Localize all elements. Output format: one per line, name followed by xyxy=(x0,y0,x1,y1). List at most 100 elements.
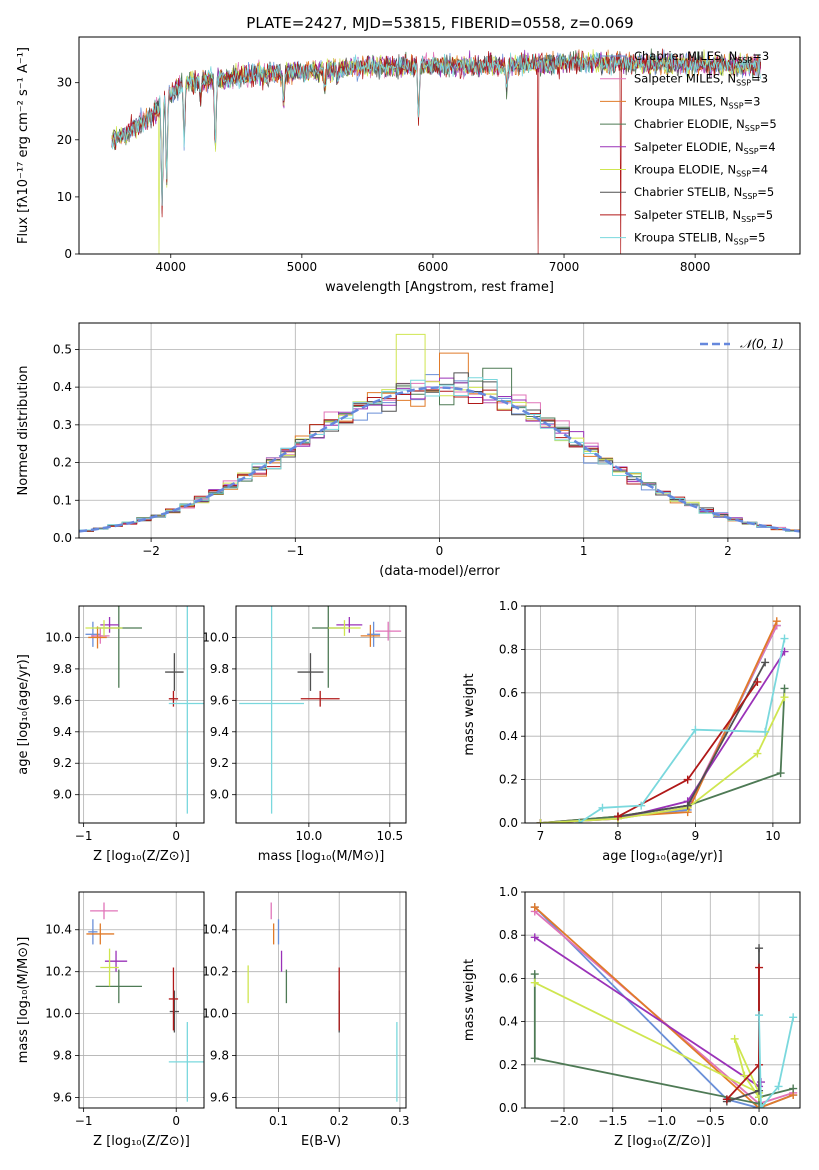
x-tick-label: 8 xyxy=(614,829,622,843)
x-tick-label: 5000 xyxy=(287,260,318,274)
errorbar-salpeter_miles xyxy=(91,628,110,644)
y-tick-label: 20 xyxy=(57,133,72,147)
y-tick-label: 9.6 xyxy=(53,693,72,707)
x-axis-label: age [log₁₀(age/yr)] xyxy=(602,849,723,864)
errorbar-chabrier_stelib xyxy=(169,990,179,1033)
axes-frame xyxy=(524,605,801,824)
y-tick-label: 1.0 xyxy=(499,885,518,899)
x-tick-label: 0.3 xyxy=(390,1114,409,1128)
weight-marker-chabrier_elodie xyxy=(789,1084,798,1093)
axes-frame xyxy=(78,605,205,824)
weight-marker-chabrier_stelib xyxy=(755,1086,764,1095)
weight-marker-chabrier_elodie xyxy=(780,684,789,693)
y-tick-label: 9.2 xyxy=(210,756,229,770)
legend-label-chabrier_stelib: Chabrier STELIB, NSSP=5 xyxy=(634,185,774,201)
x-tick-label: 8000 xyxy=(680,260,711,274)
y-tick-label: 1.0 xyxy=(499,599,518,613)
x-axis-label: wavelength [Angstrom, rest frame] xyxy=(325,280,554,295)
weight-line-chabrier_stelib xyxy=(617,661,766,818)
x-tick-label: −1.0 xyxy=(647,1114,676,1128)
y-tick-label: 9.8 xyxy=(210,662,229,676)
legend-label-chabrier_elodie: Chabrier ELODIE, NSSP=5 xyxy=(634,117,777,133)
y-tick-label: 9.8 xyxy=(210,1049,229,1063)
weight-line-kroupa_stelib xyxy=(578,638,786,823)
y-tick-label: 9.6 xyxy=(53,1091,72,1105)
normal-curve xyxy=(79,386,800,533)
x-tick-label: 0 xyxy=(172,1114,180,1128)
weight-marker-kroupa_miles xyxy=(530,903,539,912)
y-axis-label: Flux [fλ10⁻¹⁷ erg cm⁻² s⁻¹ A⁻¹] xyxy=(16,47,31,244)
x-tick-label: 10 xyxy=(765,829,780,843)
weight-marker-kroupa_stelib xyxy=(637,801,646,810)
legend-label-chabrier_miles: Chabrier MILES, NSSP=3 xyxy=(634,49,769,65)
weight-line-kroupa_elodie xyxy=(534,981,761,1098)
weight-marker-kroupa_miles xyxy=(772,617,781,626)
weight-marker-kroupa_elodie xyxy=(780,693,789,702)
x-axis-label: (data-model)/error xyxy=(379,564,500,579)
weight-marker-chabrier_elodie xyxy=(776,769,785,778)
x-tick-label: 4000 xyxy=(155,260,186,274)
residuals-panel: −2 −1 0 1 2 0.0 0.1 0.2 0.3 0.4 0.5 (data-model)/er… xyxy=(16,322,801,579)
weight-line-salpeter_elodie xyxy=(534,936,762,1088)
errorbar-kroupa_elodie xyxy=(100,948,119,987)
y-tick-label: 9.8 xyxy=(53,662,72,676)
y-tick-label: 0.4 xyxy=(499,729,518,743)
y-tick-label: 9.8 xyxy=(53,1049,72,1063)
weight-marker-kroupa_stelib xyxy=(755,1011,764,1020)
weight-marker-salpeter_stelib xyxy=(753,677,762,686)
spectrum-legend: Chabrier MILES, NSSP=3 Salpeter MILES, NS… xyxy=(600,49,777,247)
y-tick-label: 9.2 xyxy=(53,756,72,770)
y-tick-label: 0.4 xyxy=(499,1015,518,1029)
weight-line-kroupa_miles xyxy=(540,620,778,823)
age_vs_mass-panel: 10.0 10.5 9.0 9.2 9.4 9.6 9.8 10.0 mass [log₁₀(M… xyxy=(202,605,407,864)
legend-label-salpeter_miles: Salpeter MILES, NSSP=3 xyxy=(634,72,768,88)
weight-marker-salpeter_stelib xyxy=(755,1060,764,1069)
figure-title: PLATE=2427, MJD=53815, FIBERID=0558, z=0… xyxy=(246,14,633,32)
spectrum-line-salpeter_stelib xyxy=(111,48,762,254)
weight-marker-chabrier_elodie xyxy=(530,1054,539,1063)
weight-marker-kroupa_stelib xyxy=(789,1013,798,1022)
y-tick-label: 0.2 xyxy=(499,1058,518,1072)
weight-line-salpeter_miles xyxy=(534,910,794,1105)
y-tick-label: 30 xyxy=(57,76,72,90)
x-tick-label: −1 xyxy=(286,544,304,558)
y-tick-label: 9.6 xyxy=(210,1091,229,1105)
legend-label-normal: 𝒩(0, 1) xyxy=(740,337,784,351)
errorbar-salpeter_stelib xyxy=(168,967,179,1031)
weight-marker-kroupa_elodie xyxy=(753,749,762,758)
weight-marker-salpeter_stelib xyxy=(755,963,764,972)
x-tick-label: 10.0 xyxy=(295,829,322,843)
x-tick-label: 7 xyxy=(537,829,545,843)
weight-marker-salpeter_stelib xyxy=(683,775,692,784)
weight-marker-salpeter_elodie xyxy=(530,933,539,942)
legend-label-kroupa_stelib: Kroupa STELIB, NSSP=5 xyxy=(634,231,765,247)
age_vs_Z-panel: −1 0 9.0 9.2 9.4 9.6 9.8 10.0 Z [log₁₀(Z/Z⊙)] age… xyxy=(16,605,205,864)
y-tick-label: 0.1 xyxy=(53,493,72,507)
y-tick-label: 0.6 xyxy=(499,686,518,700)
weight-marker-kroupa_stelib xyxy=(761,727,770,736)
errorbar-salpeter_stelib xyxy=(300,690,340,707)
y-tick-label: 0.0 xyxy=(53,531,72,545)
y-tick-label: 10 xyxy=(57,190,72,204)
weight_vs_Z-plot-area xyxy=(530,903,798,1108)
errorbar-chabrier_stelib xyxy=(297,653,324,691)
weight-marker-kroupa_stelib xyxy=(780,634,789,643)
x-tick-label: −1 xyxy=(75,829,93,843)
errorbar-salpeter_stelib xyxy=(168,690,179,707)
y-tick-label: 0 xyxy=(64,247,72,261)
y-axis-label: mass weight xyxy=(462,673,477,755)
weight-marker-kroupa_stelib xyxy=(756,1104,765,1108)
x-tick-label: 10.5 xyxy=(376,829,403,843)
mass_vs_ebv-panel: 0.1 0.2 0.3 9.6 9.8 10.0 10.2 10.4 E(B-V) xyxy=(202,891,409,1149)
weight-line-kroupa_stelib xyxy=(758,1015,795,1108)
axes-frame xyxy=(78,891,205,1109)
x-tick-label: −1 xyxy=(75,1114,93,1128)
weight-marker-chabrier_stelib xyxy=(683,801,692,810)
y-tick-label: 0.2 xyxy=(53,456,72,470)
weight-marker-chabrier_stelib xyxy=(761,658,770,667)
weight-marker-kroupa_elodie xyxy=(740,1071,749,1080)
weight-line-chabrier_miles xyxy=(534,906,794,1108)
y-axis-label: mass weight xyxy=(462,959,477,1041)
